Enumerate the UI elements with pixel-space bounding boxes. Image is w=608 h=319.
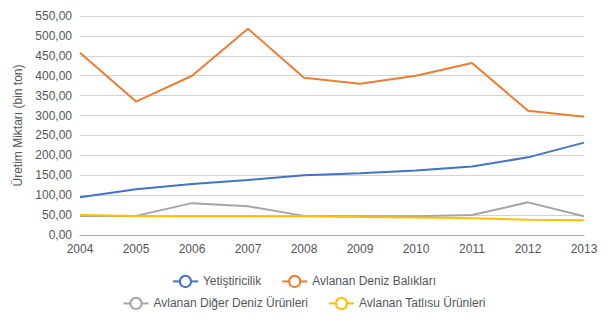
svg-text:2013: 2013 bbox=[571, 242, 598, 256]
svg-text:2011: 2011 bbox=[459, 242, 485, 256]
svg-text:300,00: 300,00 bbox=[35, 109, 72, 123]
svg-text:2007: 2007 bbox=[235, 242, 262, 256]
svg-text:350,00: 350,00 bbox=[35, 89, 72, 103]
svg-text:400,00: 400,00 bbox=[35, 69, 72, 83]
svg-text:2009: 2009 bbox=[347, 242, 374, 256]
svg-text:100,00: 100,00 bbox=[35, 188, 72, 202]
svg-text:2005: 2005 bbox=[123, 242, 150, 256]
svg-text:500,00: 500,00 bbox=[35, 29, 72, 43]
svg-text:0,00: 0,00 bbox=[49, 228, 73, 242]
svg-text:Avlanan Diğer Deniz Ürünleri: Avlanan Diğer Deniz Ürünleri bbox=[153, 296, 308, 310]
svg-text:250,00: 250,00 bbox=[35, 128, 72, 142]
svg-text:Avlanan Tatlısu Ürünleri: Avlanan Tatlısu Ürünleri bbox=[359, 296, 485, 310]
svg-text:Yetiştiricilik: Yetiştiricilik bbox=[203, 274, 262, 288]
svg-text:550,00: 550,00 bbox=[35, 9, 72, 23]
svg-text:2008: 2008 bbox=[291, 242, 318, 256]
svg-text:450,00: 450,00 bbox=[35, 49, 72, 63]
svg-text:2004: 2004 bbox=[67, 242, 94, 256]
svg-text:2010: 2010 bbox=[403, 242, 430, 256]
svg-text:2006: 2006 bbox=[179, 242, 206, 256]
svg-text:2012: 2012 bbox=[515, 242, 542, 256]
svg-text:Avlanan Deniz Balıkları: Avlanan Deniz Balıkları bbox=[312, 274, 436, 288]
svg-text:50,00: 50,00 bbox=[42, 208, 72, 222]
svg-text:Üretim Miktarı (bin ton): Üretim Miktarı (bin ton) bbox=[11, 64, 25, 186]
svg-text:150,00: 150,00 bbox=[35, 168, 72, 182]
svg-text:200,00: 200,00 bbox=[35, 148, 72, 162]
